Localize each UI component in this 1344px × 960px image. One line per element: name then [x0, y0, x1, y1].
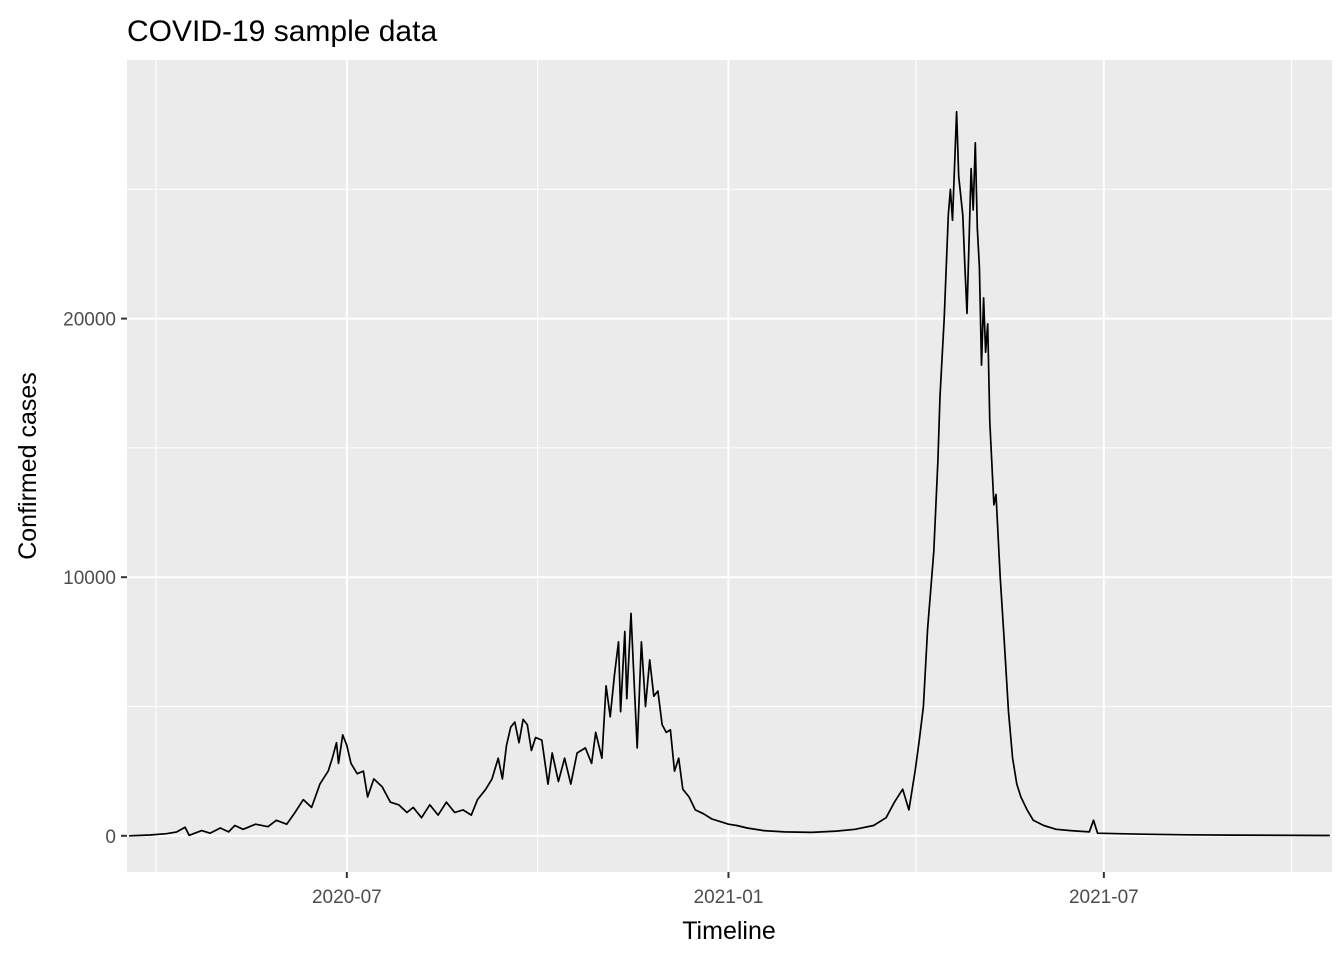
- y-axis-ticks: 0 10000 20000: [63, 310, 127, 848]
- x-axis-title: Timeline: [682, 917, 776, 945]
- plot-panel: [127, 60, 1332, 872]
- y-tick-label: 0: [105, 827, 116, 848]
- minor-gridlines: [127, 60, 1332, 872]
- y-axis-title: Confirmed cases: [14, 372, 42, 560]
- major-gridlines: [127, 60, 1332, 872]
- x-tick-label: 2021-01: [694, 887, 764, 908]
- chart-title: COVID-19 sample data: [127, 15, 437, 48]
- confirmed-cases-line: [129, 110, 1330, 837]
- y-tick-label: 20000: [63, 310, 116, 331]
- x-tick-label: 2020-07: [312, 887, 382, 908]
- y-tick-label: 10000: [63, 568, 116, 589]
- x-tick-label: 2021-07: [1069, 887, 1139, 908]
- x-axis-ticks: 2020-07 2021-01 2021-07: [312, 872, 1139, 908]
